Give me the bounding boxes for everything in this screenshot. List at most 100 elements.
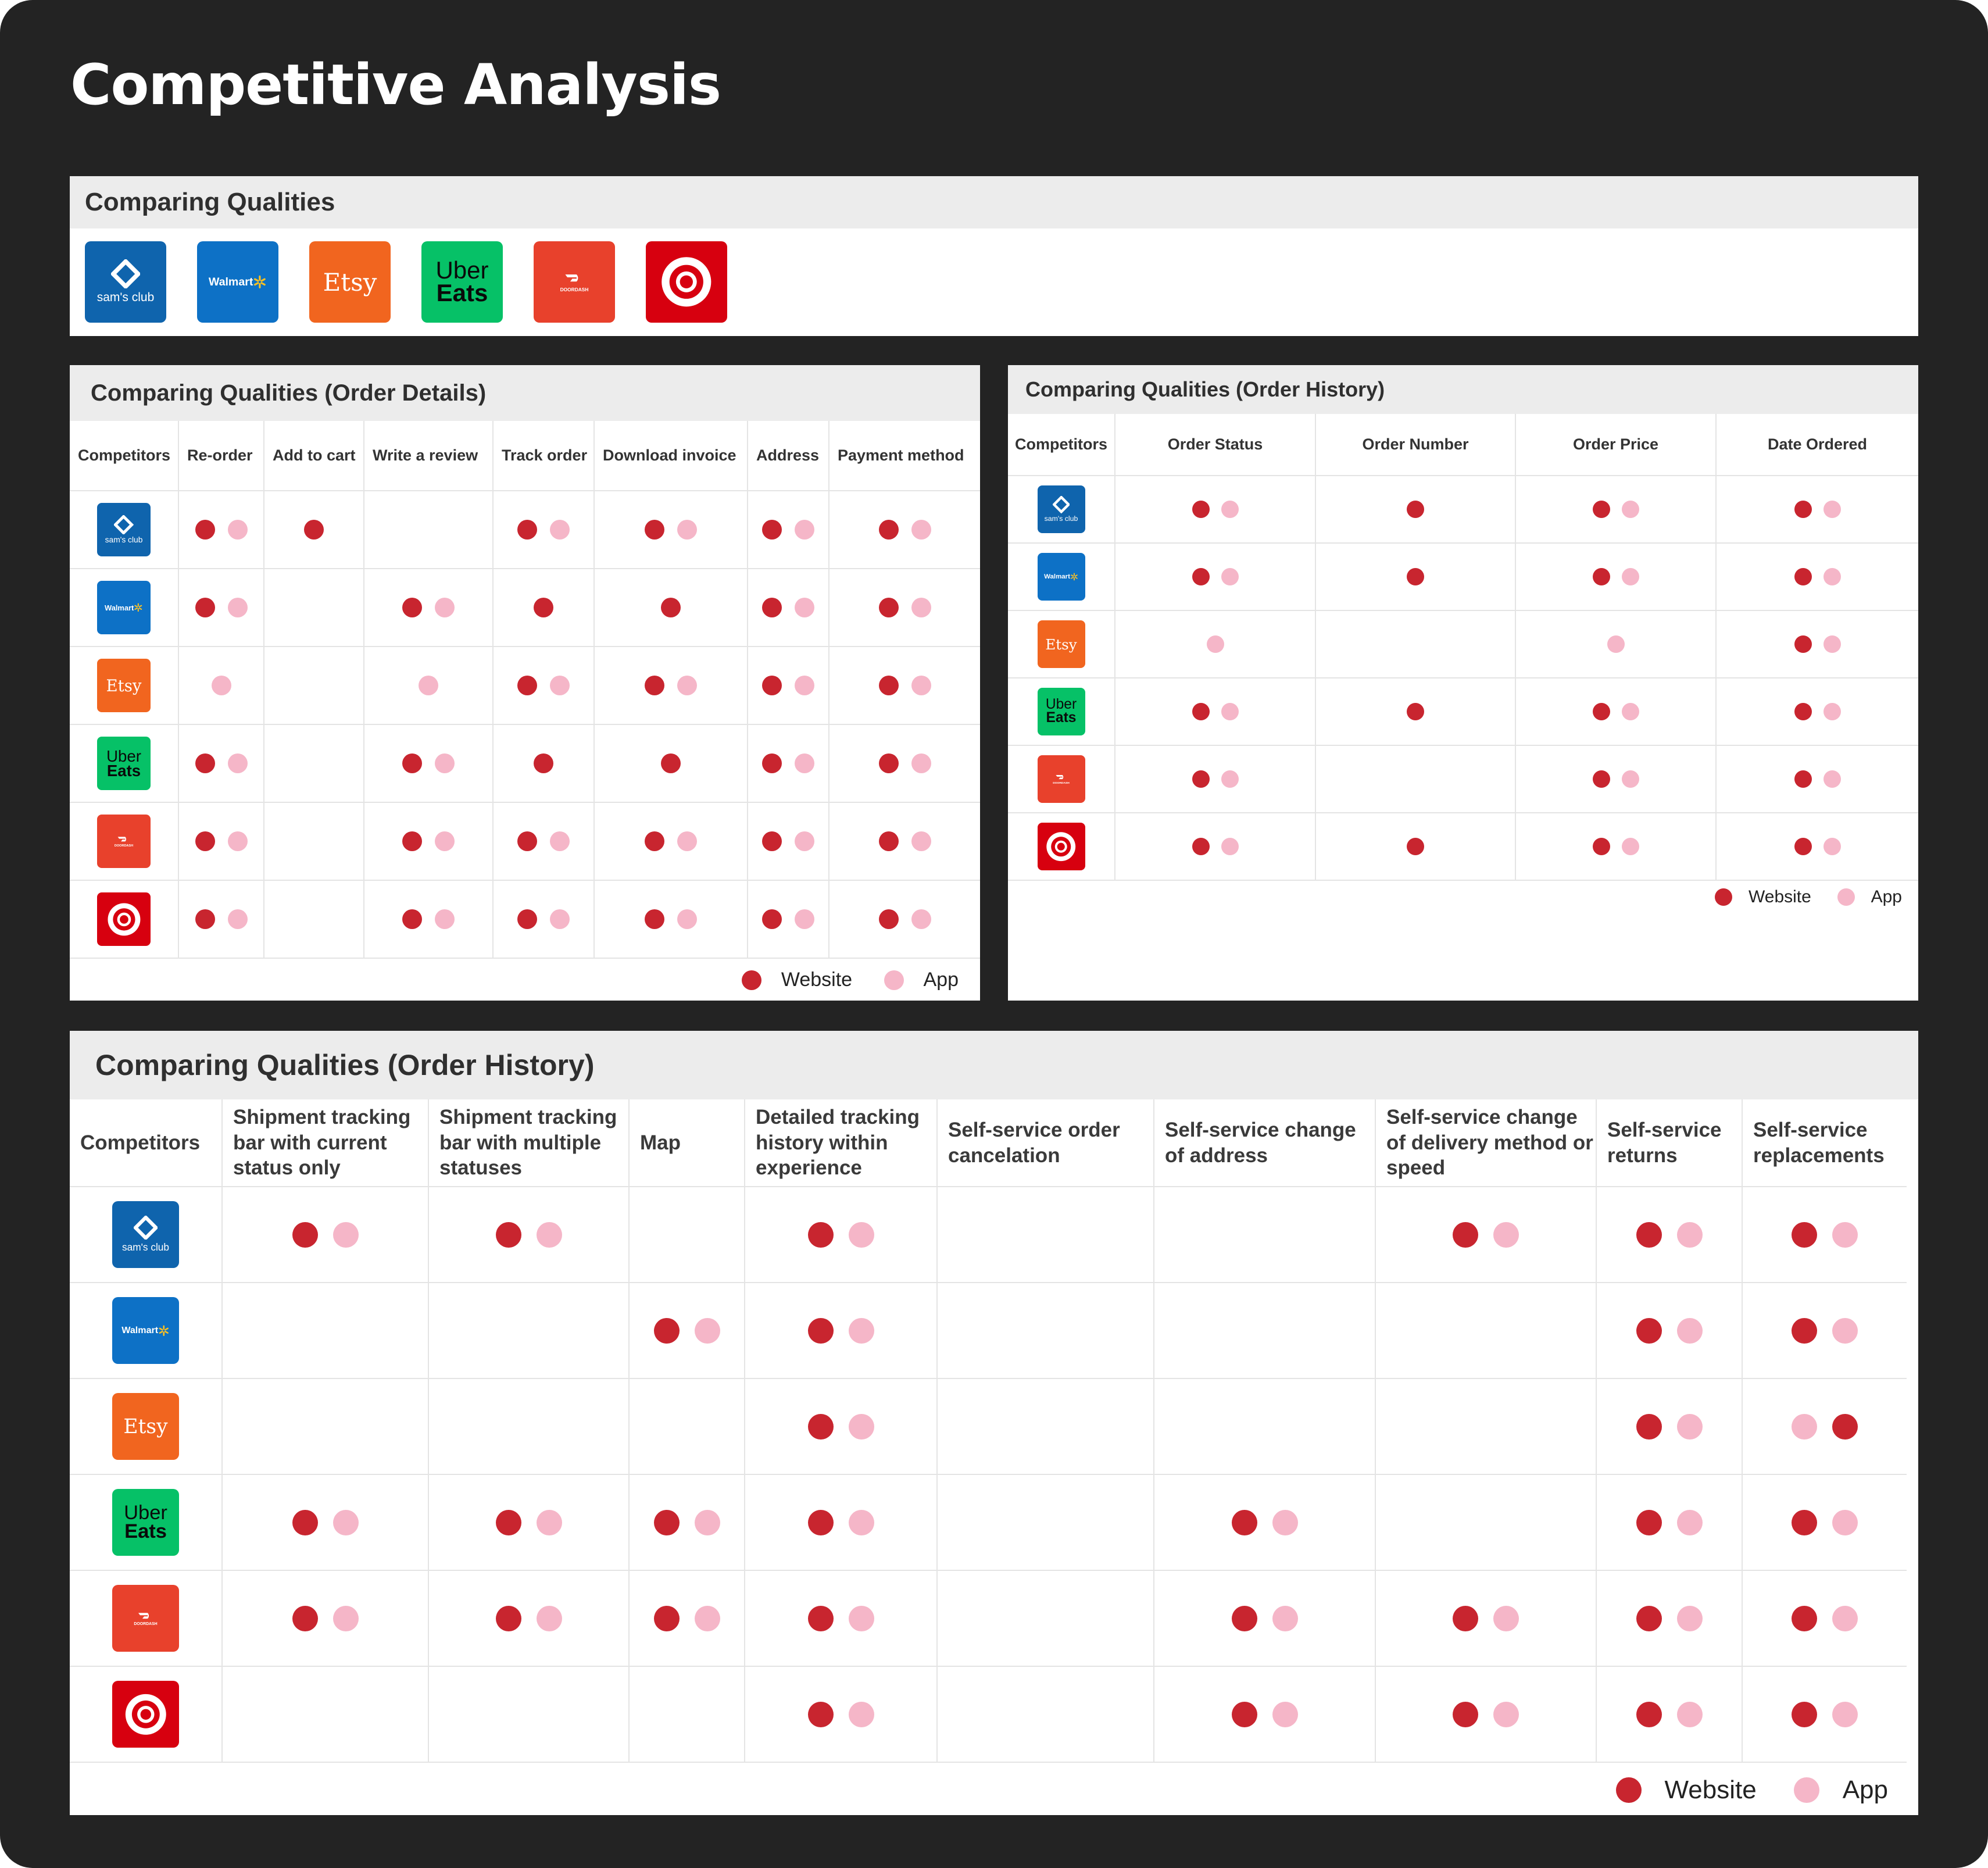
column-header: Payment method: [829, 421, 980, 491]
rating-cell: [1154, 1474, 1376, 1571]
app-dot: [227, 909, 248, 929]
rating-cell: [1515, 678, 1717, 746]
rating-cell: [493, 569, 595, 647]
rating-cell: [1315, 678, 1516, 746]
website-dot: [1407, 838, 1424, 855]
column-header: Self-service returns: [1596, 1099, 1743, 1187]
app-dot: [227, 520, 248, 540]
app-dot: [795, 909, 814, 929]
rating-cell: [428, 1666, 630, 1763]
column-header: Order Price: [1515, 414, 1717, 476]
app-dot: [848, 1605, 874, 1631]
rating-cell: [222, 1570, 429, 1667]
rating-cell: [178, 724, 264, 803]
rating-cell: [1596, 1570, 1743, 1667]
rating-cell: [748, 569, 829, 647]
rating-cell: [829, 880, 980, 959]
uber-logo-line1: Uber: [435, 256, 489, 284]
column-header: Shipment tracking bar with current statu…: [222, 1099, 429, 1187]
website-dot: [1231, 1701, 1257, 1727]
table-row: DOORDASH: [1008, 745, 1918, 813]
rating-cell: [745, 1378, 938, 1475]
walmart-logo-text: Walmart: [121, 1325, 159, 1335]
order-history-wide-table: Competitors Shipment tracking bar with cu…: [70, 1099, 1907, 1763]
competitor-cell: Uber Eats: [70, 1474, 223, 1571]
app-dot: [677, 676, 697, 695]
rating-cell: [493, 647, 595, 725]
website-dot: [1192, 501, 1210, 518]
website-dot: [1636, 1509, 1662, 1535]
competitor-cell: [1008, 813, 1115, 881]
rating-cell: [493, 802, 595, 881]
website-dot: [1794, 770, 1812, 788]
website-dot: [878, 753, 899, 773]
website-dot: [1592, 838, 1610, 855]
website-dot: [1592, 770, 1610, 788]
table-row: sam's club: [70, 491, 980, 569]
app-dot: [1832, 1605, 1858, 1631]
rating-cell: [937, 1378, 1154, 1475]
target-logo: [1037, 823, 1085, 870]
website-legend-label: Website: [1664, 1776, 1757, 1804]
rating-cell: [1115, 610, 1316, 678]
column-header: Self-service change of address: [1154, 1099, 1376, 1187]
logo-strip: sam's club Walmart Etsy Uber Eats DOORDASH: [85, 241, 758, 323]
website-dot: [195, 598, 215, 617]
rating-cell: [222, 1378, 429, 1475]
app-dot: [1676, 1605, 1703, 1631]
app-dot: [1676, 1317, 1703, 1344]
app-dot: [332, 1605, 359, 1631]
website-dot: [495, 1509, 521, 1535]
website-dot: [645, 520, 664, 540]
app-legend-label: App: [923, 969, 959, 991]
doordash-logo-text: DOORDASH: [114, 844, 134, 848]
legend: Website App: [1608, 1776, 1888, 1805]
rating-cell: [829, 724, 980, 803]
rating-cell: [829, 647, 980, 725]
walmart-logo: Walmart: [112, 1297, 179, 1364]
order-history-title: Comparing Qualities (Order History): [1008, 365, 1918, 414]
app-dot: [1832, 1509, 1858, 1535]
rating-cell: [1515, 476, 1717, 544]
rating-cell: [1716, 610, 1918, 678]
website-dot: [195, 909, 215, 929]
website-dot: [807, 1413, 834, 1440]
rating-cell: [428, 1474, 630, 1571]
app-dot: [435, 598, 455, 617]
website-dot: [762, 520, 782, 540]
website-dot: [402, 909, 422, 929]
app-dot: [1621, 770, 1639, 788]
rating-cell: [264, 880, 364, 959]
doordash-icon: [117, 835, 131, 844]
column-header: Detailed tracking history within experie…: [745, 1099, 938, 1187]
app-dot: [1676, 1509, 1703, 1535]
website-dot: [878, 598, 899, 617]
app-dot: [435, 831, 455, 851]
website-legend-dot: [1615, 1777, 1642, 1803]
target-bullseye-icon: [107, 902, 141, 937]
legend: Website App: [735, 969, 959, 991]
website-dot: [1794, 838, 1812, 855]
website-dot: [1592, 501, 1610, 518]
rating-cell: [745, 1474, 938, 1571]
website-dot: [661, 598, 681, 617]
column-header: Shipment tracking bar with multiple stat…: [428, 1099, 630, 1187]
app-dot: [911, 831, 931, 851]
website-dot: [1192, 770, 1210, 788]
rating-cell: [178, 880, 264, 959]
website-dot: [878, 909, 899, 929]
rating-cell: [178, 802, 264, 881]
doordash-icon: [564, 272, 585, 284]
table-row: Walmart: [70, 1283, 1907, 1379]
website-dot: [1636, 1221, 1662, 1248]
doordash-icon: [137, 1610, 155, 1621]
app-dot: [550, 520, 570, 540]
competitor-cell: Walmart: [1008, 543, 1115, 611]
uber-logo: Uber Eats: [112, 1489, 179, 1556]
rating-cell: [1154, 1283, 1376, 1379]
rating-cell: [264, 724, 364, 803]
app-dot: [911, 753, 931, 773]
rating-cell: [1315, 610, 1516, 678]
app-dot: [1676, 1221, 1703, 1248]
rating-cell: [178, 491, 264, 569]
